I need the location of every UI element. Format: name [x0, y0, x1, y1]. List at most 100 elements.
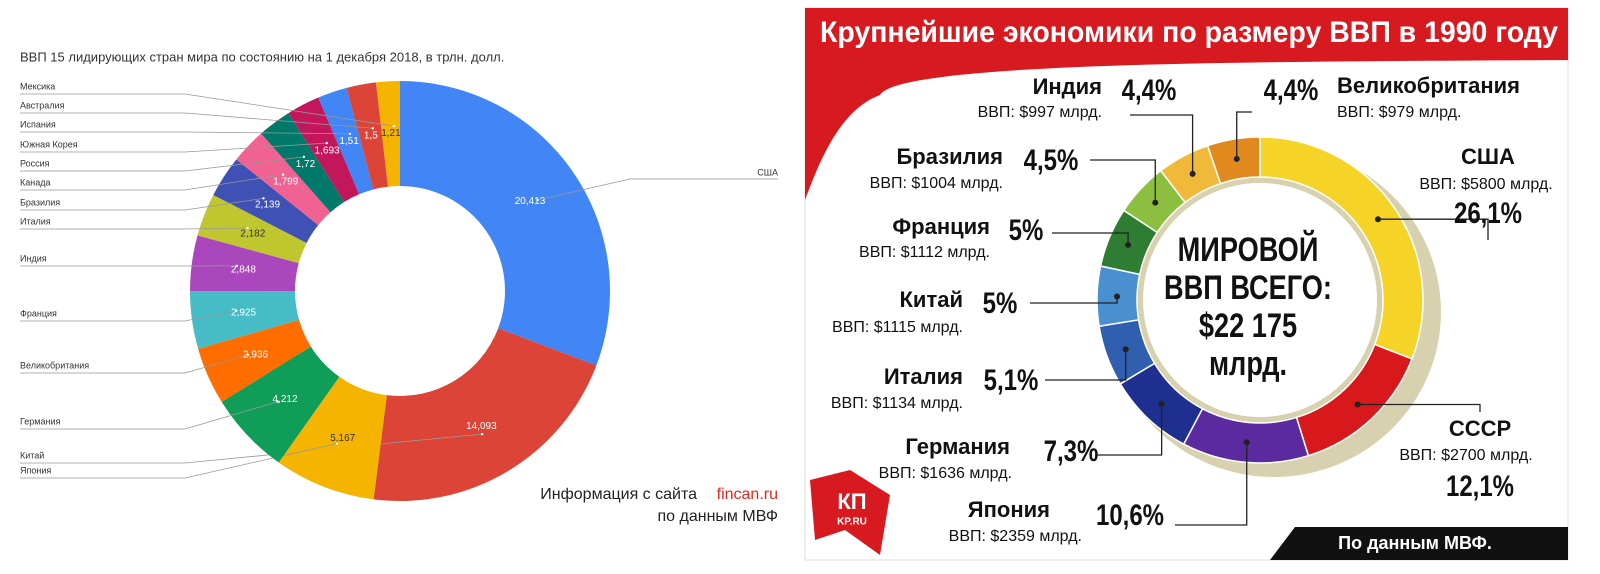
slice — [198, 319, 311, 402]
leader-dot — [1114, 293, 1121, 300]
category-label: Южная Корея — [20, 139, 78, 149]
slice — [221, 346, 340, 463]
slice — [213, 159, 319, 243]
value-label: 5% — [1009, 212, 1044, 246]
value-label: 1,693 — [315, 145, 340, 156]
leader-dot — [1189, 170, 1196, 177]
value-label: 1,5 — [364, 130, 378, 141]
value-label: 2,936 — [243, 350, 268, 361]
leader-dot — [1233, 155, 1240, 162]
leader-line — [20, 354, 248, 374]
value-label: 4,4% — [1122, 72, 1177, 106]
category-label: СССР — [1449, 416, 1511, 441]
logo-shape — [810, 470, 890, 555]
leader-dot — [262, 197, 265, 200]
leader-line — [20, 433, 483, 464]
footer-band — [1270, 527, 1568, 560]
value-label: 5,1% — [984, 362, 1039, 396]
leader-dot — [246, 226, 249, 230]
leader-line — [20, 93, 394, 127]
category-label: Германия — [20, 416, 60, 426]
detail-label: ВВП: $979 млрд. — [1337, 104, 1461, 121]
leader-line — [1095, 403, 1163, 456]
logo-sub: KP.RU — [837, 517, 867, 528]
detail-label: ВВП: $2359 млрд. — [949, 528, 1082, 545]
value-label: 2,139 — [255, 200, 280, 211]
category-label: Великобритания — [20, 360, 89, 370]
leader-line — [1090, 159, 1156, 203]
leader-line — [20, 112, 373, 129]
value-label: 7,3% — [1044, 433, 1099, 467]
detail-label: ВВП: $1112 млрд. — [859, 244, 990, 261]
value-label: 4,5% — [1024, 142, 1079, 176]
category-label: Япония — [20, 465, 51, 475]
center-text: $22 175 — [1199, 306, 1297, 345]
category-label: США — [1461, 144, 1515, 169]
note: Информация с сайта — [540, 486, 697, 503]
leader-dot — [392, 124, 396, 128]
center-text: МИРОВОЙ — [1178, 229, 1319, 269]
leader-line — [20, 310, 237, 322]
leader-dot — [1152, 199, 1159, 206]
center-disc — [1143, 183, 1377, 417]
value-label: 10,6% — [1096, 497, 1164, 531]
category-label: Австралия — [20, 100, 65, 110]
value-label: 1,21 — [381, 128, 401, 139]
slice — [236, 133, 331, 226]
category-label: Индия — [1033, 74, 1102, 99]
leader-line — [20, 227, 248, 230]
leader-dot — [246, 353, 250, 357]
slice — [318, 87, 374, 195]
slice — [346, 82, 388, 190]
leader-dot — [276, 400, 279, 403]
detail-label: ВВП: $1134 млрд. — [831, 395, 963, 412]
chart-title: Крупнейшие экономики по размеру ВВП в 19… — [820, 16, 1558, 49]
value-label: 1,72 — [296, 159, 316, 170]
footer: По данным МВФ. — [1338, 533, 1492, 553]
category-label: Франция — [892, 214, 990, 239]
leader-dot — [325, 141, 328, 145]
value-label: 5% — [983, 285, 1018, 319]
value-label: 4,212 — [273, 394, 298, 405]
leader-line — [1236, 111, 1252, 159]
center-text: ВВП ВСЕГО: — [1164, 268, 1332, 307]
detail-label: ВВП: $5800 млрд. — [1419, 176, 1552, 193]
slice — [261, 113, 345, 213]
category-label: Германия — [905, 434, 1010, 459]
chart-title: ВВП 15 лидирующих стран мира по состояни… — [20, 49, 504, 64]
leader-dot — [335, 442, 339, 445]
detail-label: ВВП: $2700 млрд. — [1399, 447, 1532, 464]
category-label: Россия — [20, 158, 50, 168]
leader-line — [1052, 232, 1129, 245]
category-label: Испания — [20, 119, 56, 129]
category-label: Бразилия — [20, 197, 60, 207]
category-label: Канада — [20, 177, 50, 187]
category-label: Бразилия — [896, 144, 1003, 169]
leader-dot — [536, 198, 539, 202]
category-label: Китай — [900, 287, 964, 312]
note-site: fincan.ru — [717, 486, 778, 503]
slice — [373, 328, 597, 502]
leader-dot — [234, 309, 238, 312]
detail-label: ВВП: $1004 млрд. — [870, 175, 1003, 192]
leader-dot — [348, 132, 352, 135]
center-text: млрд. — [1209, 344, 1287, 383]
detail-label: ВВП: $997 млрд. — [978, 104, 1102, 121]
category-label: Япония — [968, 497, 1050, 522]
value-label: 1,799 — [273, 176, 298, 187]
leader-dot — [1354, 401, 1361, 408]
leader-line — [20, 401, 278, 430]
slice — [190, 235, 299, 292]
leader-line — [20, 131, 350, 135]
leader-line — [1045, 349, 1127, 381]
category-label: Китай — [20, 450, 44, 460]
leader-dot — [235, 264, 239, 267]
leader-dot — [1374, 216, 1381, 223]
value-label: 1,51 — [339, 136, 359, 147]
value-label: 2,182 — [240, 228, 265, 239]
value-label: 26,1% — [1454, 195, 1522, 229]
detail-label: ВВП: $1636 млрд. — [879, 465, 1012, 482]
leader-line — [537, 178, 778, 201]
category-label: Индия — [20, 253, 47, 263]
value-label: 4,4% — [1264, 72, 1319, 106]
